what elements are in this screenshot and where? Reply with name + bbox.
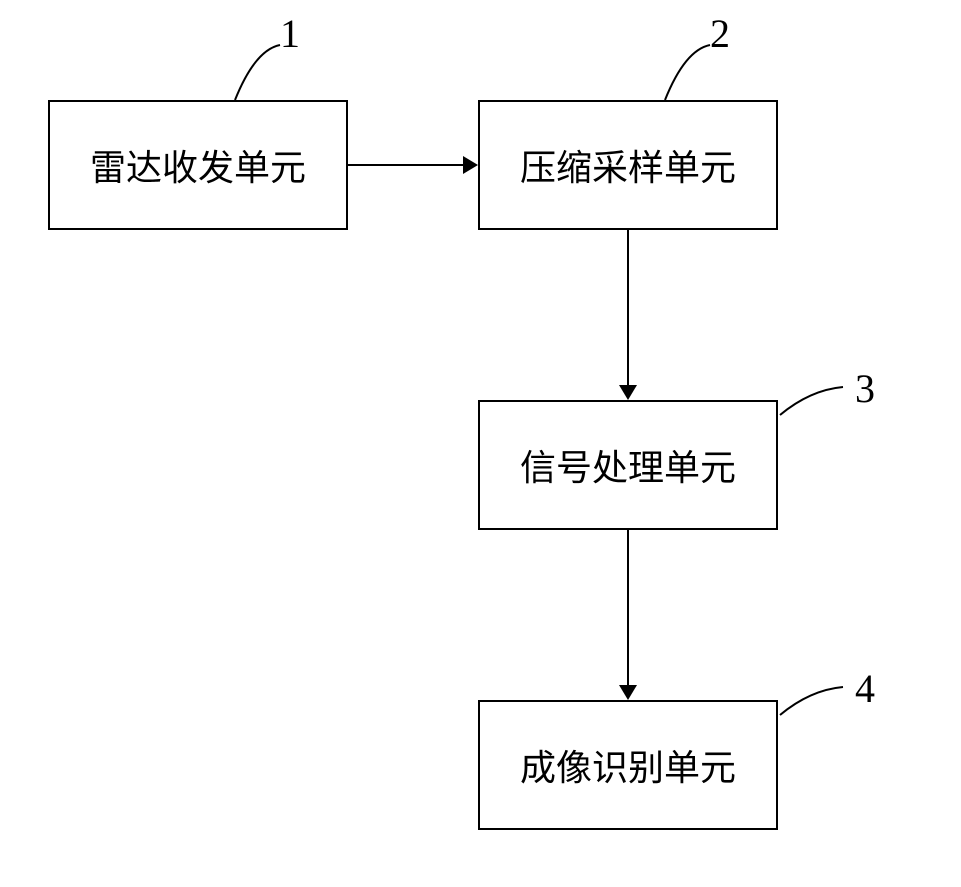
edge-arrow [627,530,629,685]
edge-arrow [627,230,629,385]
callout-number: 4 [855,665,875,712]
edge-arrow [348,164,463,166]
node-imaging-recognition: 成像识别单元 [478,700,778,830]
callout-number: 1 [280,10,300,57]
callout-arc-icon [775,685,855,755]
node-label: 压缩采样单元 [520,139,736,191]
callout-arc-icon [775,385,855,455]
node-label: 信号处理单元 [520,439,736,491]
node-signal-processing: 信号处理单元 [478,400,778,530]
arrow-head-icon [619,685,637,700]
flowchart-diagram: 雷达收发单元 1 压缩采样单元 2 信号处理单元 3 成像识别单元 4 [0,0,961,887]
arrow-head-icon [619,385,637,400]
node-radar-transceiver: 雷达收发单元 [48,100,348,230]
callout-number: 3 [855,365,875,412]
node-compression-sampling: 压缩采样单元 [478,100,778,230]
callout-number: 2 [710,10,730,57]
node-label: 成像识别单元 [520,739,736,791]
node-label: 雷达收发单元 [90,139,306,191]
arrow-head-icon [463,156,478,174]
